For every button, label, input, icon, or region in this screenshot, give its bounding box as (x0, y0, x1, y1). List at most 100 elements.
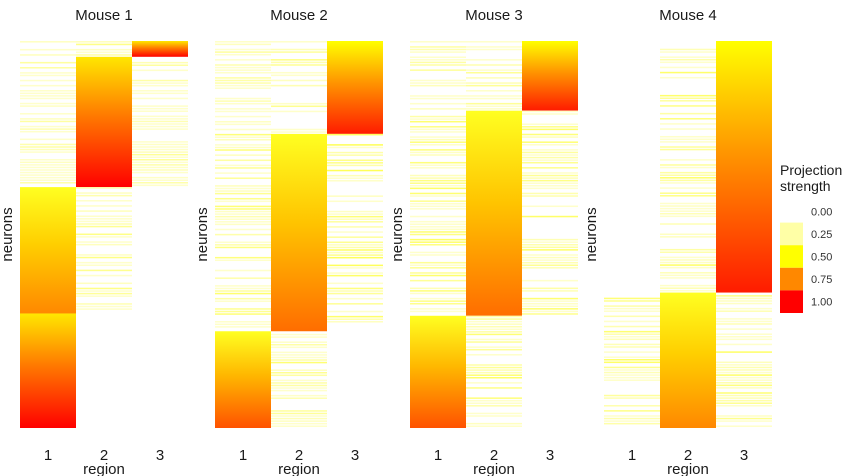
heatmap-cell (20, 41, 76, 43)
legend-label: 1.00 (811, 297, 832, 309)
heatmap-cell (660, 105, 716, 107)
heatmap-cell (327, 251, 383, 254)
heatmap-cell (522, 151, 578, 154)
heatmap-cell (716, 404, 772, 407)
heatmap-cell (660, 100, 716, 102)
heatmap-cell (466, 320, 522, 323)
panel-title: Mouse 3 (465, 7, 523, 24)
heatmap-cell (466, 422, 522, 425)
heatmap-cell (271, 361, 327, 364)
heatmap-cell (271, 379, 327, 382)
heatmap-cell (716, 364, 772, 366)
heatmap-cell (20, 125, 76, 128)
heatmap-cell (132, 143, 188, 146)
heatmap-cell (76, 303, 132, 305)
heatmap-cell (522, 110, 578, 113)
heatmap-cell (660, 177, 716, 179)
heatmap-cell (20, 171, 76, 174)
heatmap-cell (327, 274, 383, 277)
heatmap-cell (410, 141, 466, 143)
heatmap-cell (466, 315, 522, 318)
heatmap-cell (215, 115, 271, 118)
heatmap-cell (215, 82, 271, 84)
heatmap-cell (660, 284, 716, 287)
heatmap-cell (327, 290, 383, 292)
heatmap-cell (132, 148, 188, 151)
heatmap-cell (410, 200, 466, 202)
heatmap-cell (215, 177, 271, 179)
heatmap-cell (410, 84, 466, 87)
heatmap-cell (327, 41, 383, 134)
heatmap-cell (20, 151, 76, 153)
heatmap-cell (410, 226, 466, 228)
heatmap-cell (215, 208, 271, 210)
heatmap-cell (76, 274, 132, 277)
heatmap-cell (410, 164, 466, 167)
heatmap-cell (410, 261, 466, 264)
heatmap-cell (132, 84, 188, 87)
heatmap-cell (215, 200, 271, 203)
heatmap-cell (660, 166, 716, 169)
group-region-1-dominant (410, 315, 522, 428)
heatmap-cell (271, 51, 327, 53)
heatmap-cell (604, 404, 660, 407)
heatmap-cell (132, 125, 188, 128)
heatmap-cell (466, 59, 522, 61)
heatmap-cell (716, 417, 772, 420)
heatmap-cell (215, 310, 271, 313)
heatmap-cell (660, 256, 716, 259)
group-region-3-dominant (215, 41, 383, 134)
heatmap-cell (604, 297, 660, 300)
heatmap-cell (215, 164, 271, 167)
heatmap-cell (215, 244, 271, 246)
heatmap-cell (76, 187, 132, 189)
heatmap-cell (466, 371, 522, 374)
heatmap-cell (410, 149, 466, 151)
heatmap-cell (215, 108, 271, 110)
heatmap-cell (660, 205, 716, 207)
heatmap-cell (466, 69, 522, 71)
heatmap-cell (410, 264, 466, 267)
heatmap-cell (76, 243, 132, 246)
heatmap-cell (132, 166, 188, 169)
heatmap-cell (20, 102, 76, 105)
heatmap-cell (410, 243, 466, 246)
heatmap-cell (132, 118, 188, 120)
heatmap-cell (327, 215, 383, 218)
heatmap-cell (271, 417, 327, 420)
heatmap-cell (410, 143, 466, 146)
heatmap-cell (215, 77, 271, 79)
heatmap-cell (215, 320, 271, 323)
heatmap-cell (215, 290, 271, 292)
heatmap-cell (410, 46, 466, 48)
heatmap-cell (522, 287, 578, 290)
heatmap-cell (466, 402, 522, 405)
heatmap-cell (522, 246, 578, 249)
heatmap-cell (604, 307, 660, 310)
heatmap-cell (660, 148, 716, 151)
heatmap-cell (522, 182, 578, 184)
heatmap-cell (132, 159, 188, 161)
heatmap-cell (271, 384, 327, 387)
heatmap-cell (466, 331, 522, 333)
heatmap-cell (466, 382, 522, 384)
heatmap-cell (466, 46, 522, 48)
heatmap-cell (327, 177, 383, 179)
heatmap-cell (716, 323, 772, 325)
heatmap-cell (410, 167, 466, 169)
heatmap-cell (660, 210, 716, 212)
heatmap-cell (522, 128, 578, 131)
heatmap-cell (215, 313, 271, 315)
x-tick-label: 2 (490, 447, 498, 464)
heatmap-cell (716, 392, 772, 394)
heatmap-cell (660, 289, 716, 292)
legend-swatch (780, 245, 803, 268)
heatmap-cell (466, 95, 522, 97)
heatmap-cell (522, 249, 578, 251)
heatmap-cell (522, 254, 578, 256)
heatmap-cell (215, 256, 271, 259)
heatmap-cell (76, 261, 132, 264)
heatmap-cell (20, 176, 76, 179)
heatmap-cell (327, 282, 383, 285)
